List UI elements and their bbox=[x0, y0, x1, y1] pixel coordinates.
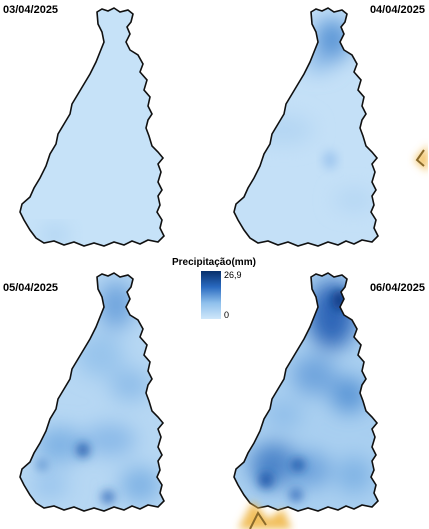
map-artifact bbox=[414, 145, 428, 172]
date-label: 03/04/2025 bbox=[3, 4, 59, 16]
map-state-outline bbox=[233, 7, 379, 247]
date-label: 05/04/2025 bbox=[3, 282, 59, 294]
map-panel-4: 06/04/2025 bbox=[214, 265, 428, 529]
map-state-outline bbox=[19, 7, 165, 247]
precipitation-legend: Precipitação(mm) 26,9 0 bbox=[168, 257, 288, 328]
map-state-outline bbox=[19, 272, 165, 512]
map-state-outline bbox=[233, 272, 379, 512]
date-label: 06/04/2025 bbox=[369, 282, 425, 294]
map-panel-3: 05/04/2025 bbox=[0, 265, 214, 529]
map-artifact bbox=[238, 501, 292, 529]
map-panel-2: 04/04/2025 bbox=[214, 0, 428, 264]
legend-title: Precipitação(mm) bbox=[172, 257, 256, 268]
map-panel-1: 03/04/2025 bbox=[0, 0, 214, 264]
legend-max-label: 26,9 bbox=[224, 270, 242, 280]
legend-min-label: 0 bbox=[224, 310, 230, 320]
legend-color-bar bbox=[200, 270, 222, 320]
date-label: 04/04/2025 bbox=[369, 4, 425, 16]
